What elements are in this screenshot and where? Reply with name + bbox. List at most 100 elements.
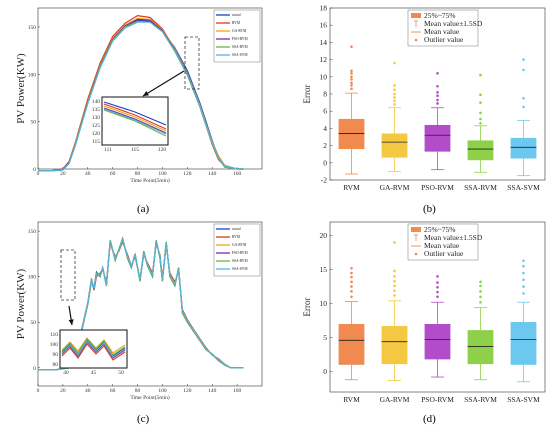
inset-line: [61, 340, 126, 358]
legend-swatch-outlier: [414, 38, 418, 42]
outlier-point: [393, 103, 396, 106]
x-tick-label: 20: [60, 388, 66, 394]
inset-line: [103, 108, 167, 135]
inset-y-tick-label: 120: [92, 131, 101, 137]
x-tick-label: SSA-RVM: [464, 183, 497, 192]
legend-label: PSO-RVM: [232, 37, 248, 41]
x-tick-label: 120: [183, 171, 192, 177]
legend-label: actual: [232, 13, 241, 17]
legend-label: 25%~75%: [424, 11, 456, 20]
box-chart-d: 0 5 10 15 20 Error RVM GA-RVM PSO-RVM SSA-RVM SSA-…: [302, 221, 546, 404]
legend-label: GA-RVM: [232, 243, 247, 247]
inset-line: [61, 343, 126, 361]
legend-label: Outlier value: [424, 35, 464, 44]
x-tick-label: 0: [37, 171, 40, 177]
y-tick-label: 150: [28, 25, 37, 31]
y-tick-label: 0: [323, 367, 327, 376]
legend-swatch-iqr: [411, 13, 421, 18]
inset-x-tick-label: 115: [131, 147, 139, 153]
outlier-point: [393, 279, 396, 283]
outlier-point: [522, 271, 525, 275]
inset-y-tick-label: 130: [92, 115, 101, 121]
outlier-point: [436, 275, 439, 278]
outlier-point: [350, 81, 353, 85]
outlier-point: [436, 94, 439, 98]
x-tick-label: 80: [135, 171, 141, 177]
series-line-ssa-svm: [38, 238, 244, 371]
outlier-point: [479, 101, 482, 104]
y-tick-label: 0: [33, 167, 36, 173]
outlier-point: [522, 68, 525, 72]
outlier-point: [350, 271, 353, 275]
inset-y-tick-label: 100: [50, 342, 59, 348]
legend-label: Mean value: [424, 27, 460, 36]
outlier-point: [479, 290, 482, 293]
outlier-point: [350, 266, 353, 270]
zoom-arrow-head: [143, 90, 149, 96]
outlier-point: [436, 90, 439, 94]
y-tick-label: 20: [320, 231, 328, 240]
x-tick-label: 140: [208, 388, 217, 394]
y-tick-label: 10: [320, 299, 328, 308]
inset-line: [103, 101, 167, 126]
legend-label: Mean value±1.5SD: [424, 19, 483, 28]
y-tick-label: 14: [320, 38, 328, 47]
inset-x-tick-label: 45: [91, 370, 97, 376]
panel-label-a: (a): [137, 203, 150, 215]
outlier-point: [393, 96, 396, 99]
x-tick-label: 40: [85, 388, 91, 394]
box-ssa-svm: [510, 321, 537, 365]
y-axis-label: PV Power(KW): [15, 53, 27, 124]
inset-line: [103, 105, 167, 132]
box-ssa-svm: [510, 137, 537, 159]
y-tick-label: 0: [33, 366, 36, 372]
legend-label: RVM: [232, 21, 241, 25]
x-tick-label: 20: [60, 171, 66, 177]
x-tick-label: PSO-RVM: [421, 395, 454, 404]
y-tick-label: 0: [323, 158, 327, 167]
legend-label: PSO-RVM: [232, 251, 248, 255]
outlier-point: [350, 45, 353, 48]
outlier-point: [522, 278, 525, 282]
legend-label: Mean value±1.5SD: [424, 233, 483, 242]
zoom-region-marker: [184, 36, 200, 90]
inset-line: [103, 103, 167, 130]
outlier-point: [393, 88, 396, 91]
inset-x-tick-label: 111: [104, 147, 112, 153]
x-axis-label: Time Point(5min): [130, 177, 170, 184]
outlier-point: [479, 284, 482, 288]
inset-line: [61, 338, 126, 356]
y-tick-label: 15: [320, 265, 328, 274]
outlier-point: [436, 281, 439, 284]
y-tick-label: 6: [323, 107, 327, 116]
y-tick-label: 5: [323, 333, 327, 342]
x-tick-label: SSA-RVM: [464, 395, 497, 404]
x-tick-label: 60: [110, 171, 116, 177]
y-tick-label: 2: [323, 141, 327, 150]
legend-label: SSA-RVM: [232, 45, 248, 49]
legend-label: 25%~75%: [424, 225, 456, 234]
outlier-point: [393, 289, 396, 292]
line-chart-c: 0 20 40 60 80 100 120 140 160 0 50 100 150 Time Point…: [15, 221, 263, 401]
zoom-arrow-head: [68, 319, 74, 325]
x-tick-label: 0: [37, 388, 40, 394]
y-tick-label: 10: [320, 72, 328, 81]
outlier-point: [393, 275, 396, 278]
outlier-point: [479, 93, 482, 97]
x-tick-label: 140: [208, 171, 217, 177]
outlier-point: [522, 97, 525, 100]
outlier-point: [350, 285, 353, 288]
y-tick-label: 16: [320, 21, 328, 30]
panel-label-c: (c): [137, 413, 150, 425]
y-tick-label: 4: [323, 124, 327, 133]
inset-x-tick-label: 40: [63, 370, 69, 376]
box-ga-rvm: [381, 133, 408, 158]
x-tick-label: SSA-SVM: [507, 395, 540, 404]
outlier-point: [350, 275, 353, 279]
y-tick-label: -2: [321, 176, 327, 185]
x-tick-label: 80: [135, 388, 141, 394]
outlier-point: [393, 241, 396, 244]
inset-y-tick-label: 80: [53, 362, 59, 368]
inset-y-tick-label: 135: [92, 107, 101, 113]
